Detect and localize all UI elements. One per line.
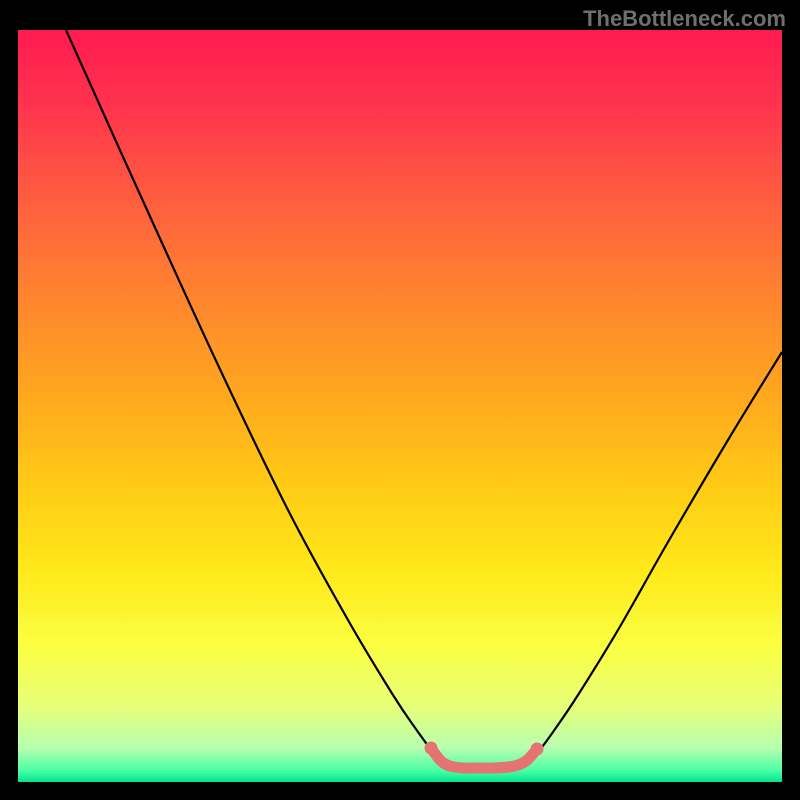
watermark-label: TheBottleneck.com <box>583 6 786 32</box>
chart-stage: TheBottleneck.com <box>0 0 800 800</box>
chart-plot-area <box>18 30 782 782</box>
